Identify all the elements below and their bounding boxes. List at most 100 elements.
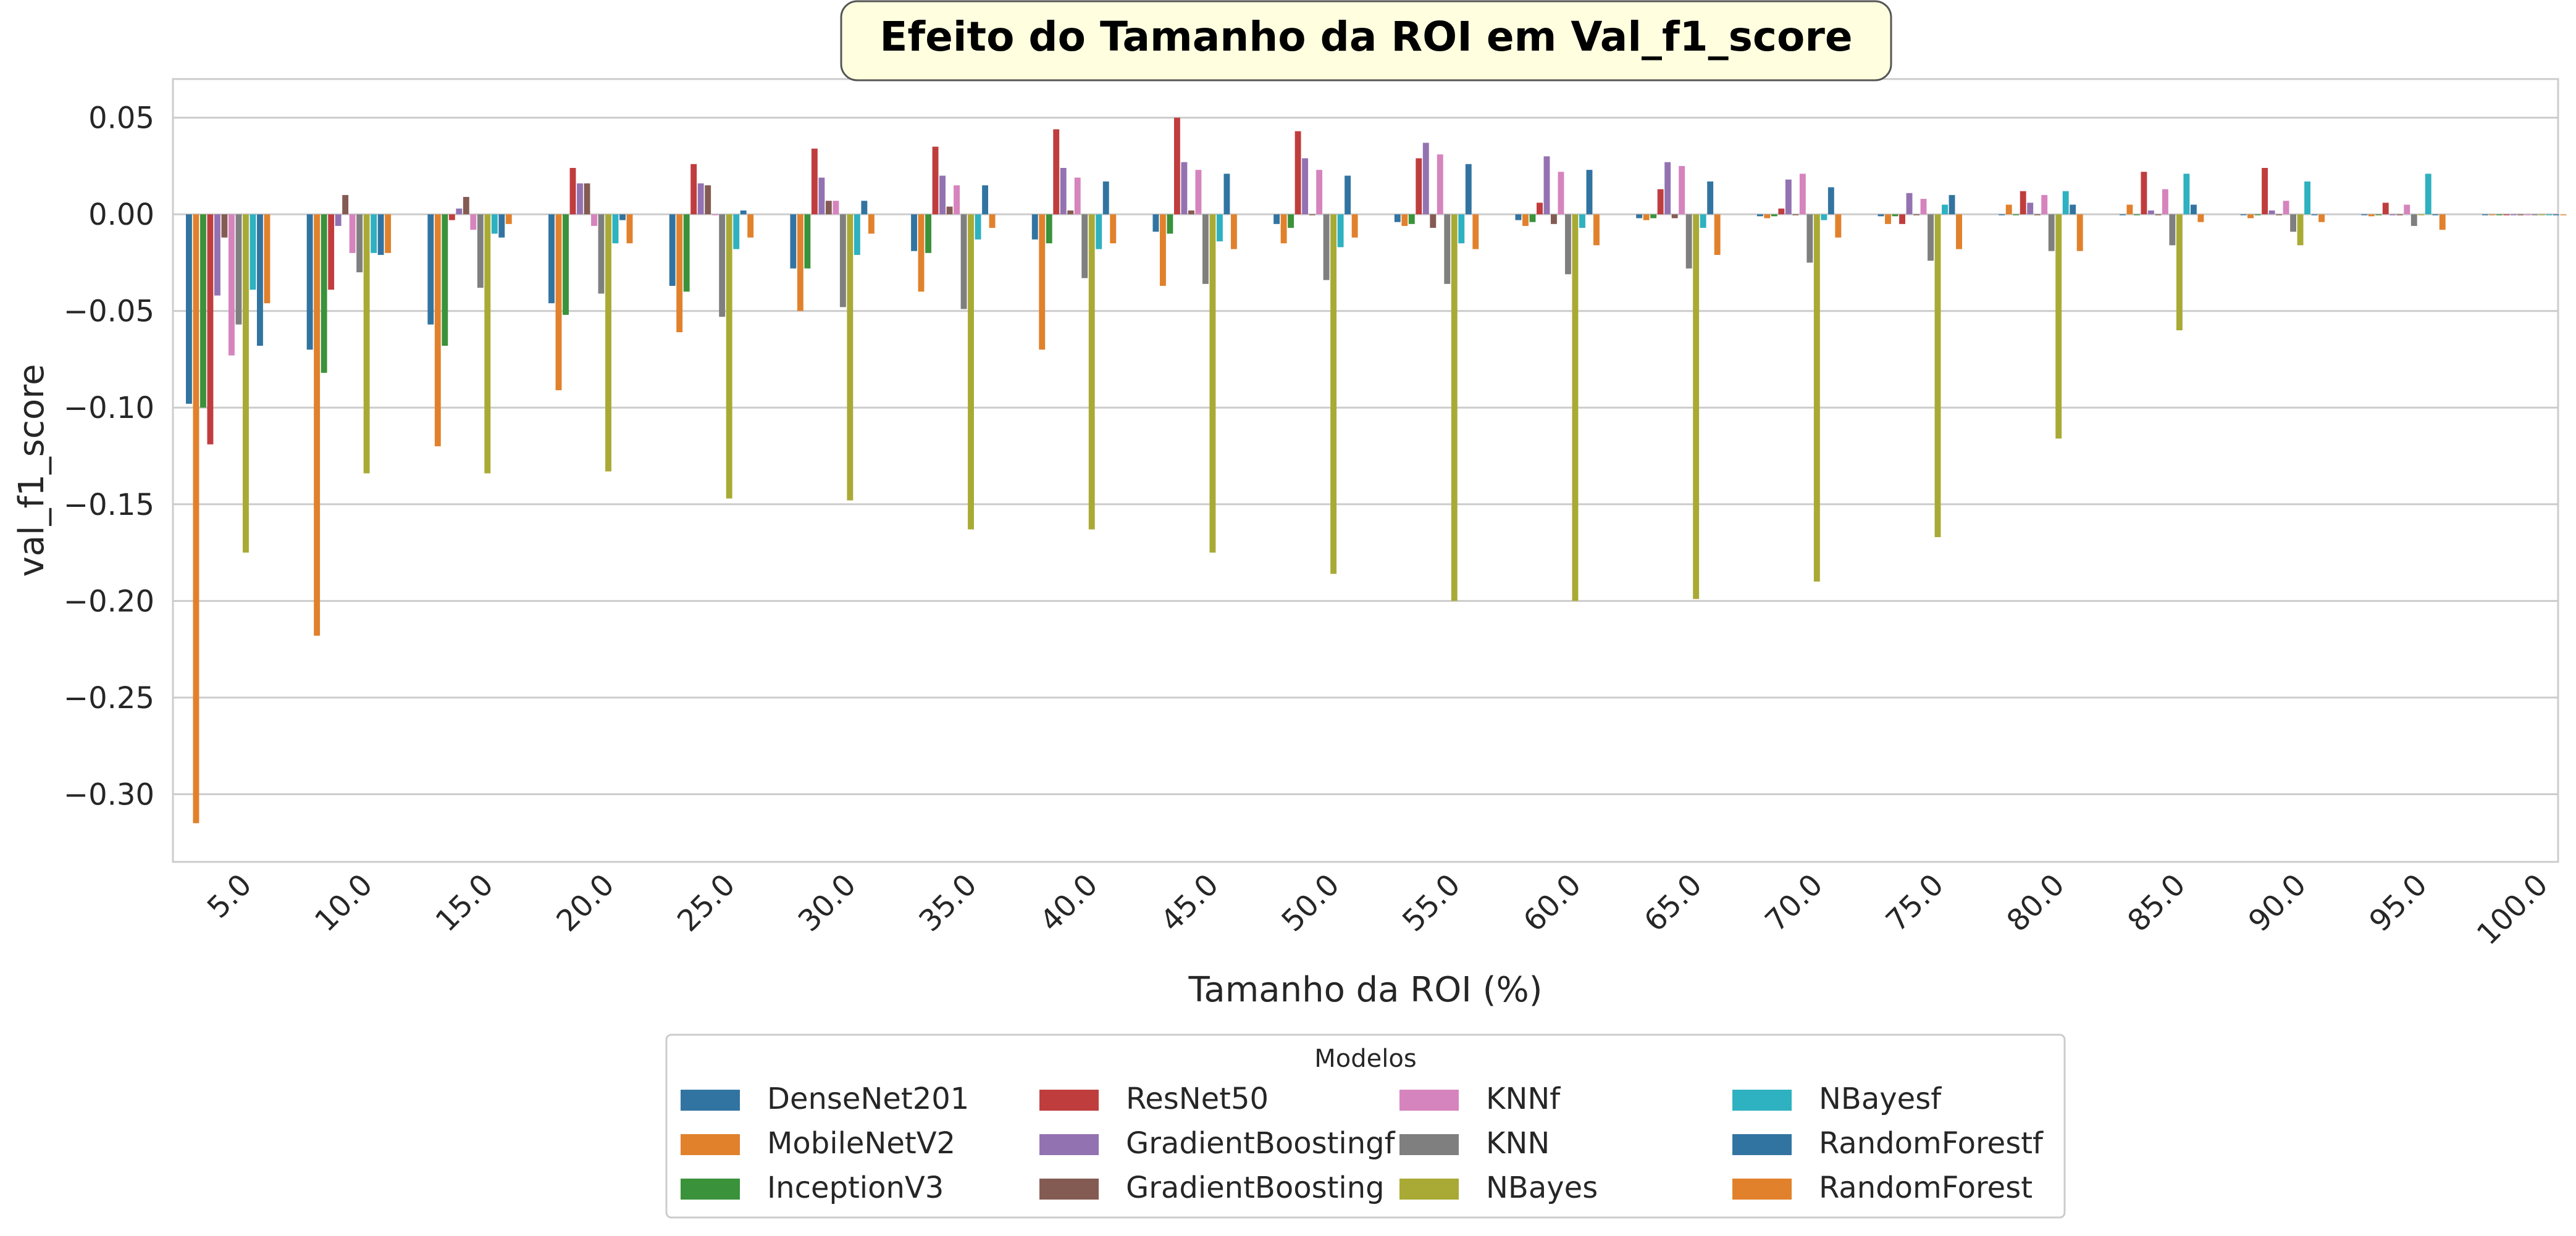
bar xyxy=(818,177,825,215)
bar xyxy=(804,214,811,269)
bar xyxy=(2553,214,2559,215)
bar xyxy=(2254,214,2261,215)
bar xyxy=(2290,214,2297,232)
bar xyxy=(1999,214,2005,215)
bar xyxy=(1714,214,1721,255)
bar xyxy=(1543,156,1550,215)
bar xyxy=(505,214,512,224)
bar xyxy=(2020,191,2026,215)
bar xyxy=(1813,214,1820,582)
x-tick-label: 15.0 xyxy=(429,867,500,938)
y-tick-label: −0.05 xyxy=(64,294,154,329)
bar xyxy=(697,183,704,215)
bar xyxy=(1664,162,1671,215)
bar xyxy=(1657,189,1664,215)
bar xyxy=(229,214,235,356)
x-tick-label: 90.0 xyxy=(2242,867,2313,938)
bar xyxy=(1529,214,1536,222)
bar xyxy=(2318,214,2325,222)
x-tick-label: 85.0 xyxy=(2121,867,2192,938)
bar xyxy=(555,214,562,391)
bar xyxy=(2489,214,2496,215)
bar xyxy=(2496,214,2503,215)
bar xyxy=(705,185,711,215)
bar xyxy=(1345,175,1351,215)
bar xyxy=(243,214,249,553)
legend-label: RandomForestf xyxy=(1819,1126,2044,1161)
bar xyxy=(484,214,491,474)
bar xyxy=(2425,173,2431,215)
bar xyxy=(470,214,477,230)
bar xyxy=(1671,214,1678,219)
legend-label: ResNet50 xyxy=(1126,1082,1269,1116)
bar xyxy=(363,214,370,474)
bar xyxy=(1039,214,1046,350)
bar xyxy=(975,214,981,240)
legend-label: KNNf xyxy=(1486,1082,1561,1116)
bar xyxy=(1515,214,1522,220)
bar xyxy=(2247,214,2254,219)
bar xyxy=(1422,143,1429,215)
bar xyxy=(690,164,697,215)
bar xyxy=(1096,214,1102,249)
bar xyxy=(839,214,846,307)
x-tick-label: 30.0 xyxy=(792,867,863,938)
bar xyxy=(1458,214,1465,244)
bar xyxy=(2162,189,2168,215)
bar xyxy=(442,214,448,346)
bar xyxy=(434,214,441,446)
x-tick-label: 10.0 xyxy=(308,867,379,938)
y-tick-label: −0.30 xyxy=(64,777,154,812)
x-tick-label: 70.0 xyxy=(1758,867,1829,938)
bar xyxy=(1920,199,1927,215)
legend-label: MobileNetV2 xyxy=(767,1126,955,1161)
legend-label: RandomForest xyxy=(1819,1171,2033,1205)
bar xyxy=(2041,194,2048,215)
bar xyxy=(377,214,384,255)
bar xyxy=(1430,214,1437,228)
x-tick-label: 5.0 xyxy=(201,867,259,925)
bars xyxy=(186,117,2567,824)
bar xyxy=(1401,214,1408,226)
bar xyxy=(2048,214,2055,251)
bar xyxy=(1764,214,1771,219)
y-tick-label: 0.05 xyxy=(88,101,154,136)
y-tick-label: −0.25 xyxy=(64,681,154,716)
bar xyxy=(1394,214,1401,222)
bar xyxy=(335,214,342,226)
x-tick-label: 50.0 xyxy=(1275,867,1346,938)
bar xyxy=(605,214,611,472)
bar xyxy=(2176,214,2183,331)
bar xyxy=(1152,214,1159,232)
legend-swatch xyxy=(1039,1179,1099,1200)
bar xyxy=(911,214,917,251)
bar xyxy=(711,214,718,215)
bar xyxy=(868,214,875,234)
bar xyxy=(1309,214,1315,215)
bar xyxy=(2141,172,2147,215)
bar xyxy=(200,214,206,408)
bar xyxy=(968,214,974,530)
bar xyxy=(1821,214,1827,220)
legend-swatch xyxy=(1732,1134,1792,1155)
bar xyxy=(385,214,392,253)
legend-label: GradientBoostingf xyxy=(1126,1126,1396,1161)
bar xyxy=(2169,214,2176,246)
bar xyxy=(1679,165,1685,215)
bar xyxy=(2439,214,2446,230)
legend-swatch xyxy=(1732,1179,1792,1200)
bar xyxy=(2126,204,2133,215)
legend-box xyxy=(665,1033,2066,1219)
bar xyxy=(954,185,960,215)
bar xyxy=(1472,214,1479,249)
bar xyxy=(918,214,925,292)
bar xyxy=(1885,214,1891,224)
bar xyxy=(577,183,583,215)
legend-label: DenseNet201 xyxy=(767,1082,969,1116)
bar xyxy=(1110,214,1117,244)
bar xyxy=(1551,214,1557,224)
bar xyxy=(2133,214,2140,215)
bar xyxy=(1835,214,1842,238)
bar xyxy=(563,214,569,315)
legend-label: InceptionV3 xyxy=(767,1171,944,1205)
